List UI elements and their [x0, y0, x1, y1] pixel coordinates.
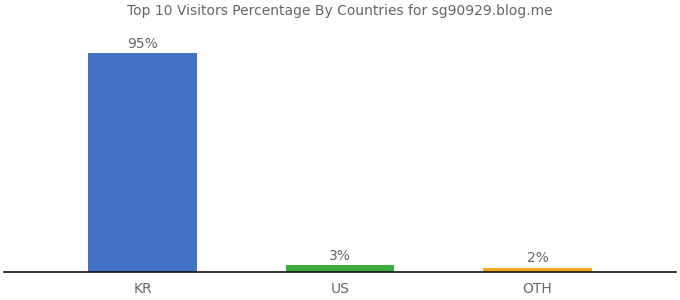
Bar	[286, 265, 394, 272]
Text: 3%: 3%	[329, 249, 351, 263]
Bar	[88, 53, 197, 272]
Text: 95%: 95%	[127, 37, 158, 51]
Text: 2%: 2%	[526, 251, 549, 265]
Bar	[483, 268, 592, 272]
Title: Top 10 Visitors Percentage By Countries for sg90929.blog.me: Top 10 Visitors Percentage By Countries …	[127, 4, 553, 18]
